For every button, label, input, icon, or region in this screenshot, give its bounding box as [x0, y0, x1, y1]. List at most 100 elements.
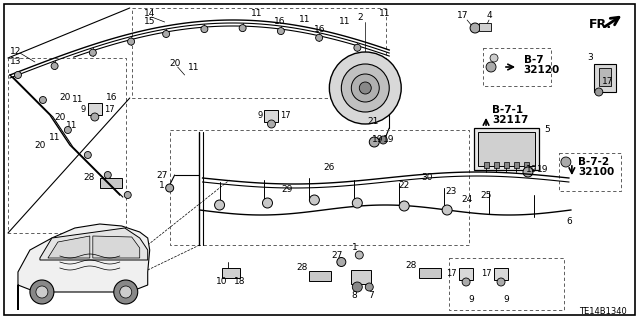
Text: 28: 28 [83, 174, 95, 182]
Text: 6: 6 [566, 218, 572, 226]
Text: 17: 17 [104, 105, 115, 114]
Text: 17: 17 [280, 112, 291, 121]
Text: 20: 20 [34, 140, 45, 150]
Circle shape [369, 137, 380, 147]
Circle shape [65, 127, 72, 133]
Circle shape [120, 286, 132, 298]
Text: 20: 20 [54, 113, 65, 122]
Circle shape [355, 251, 364, 259]
Text: 8: 8 [351, 291, 357, 300]
Text: B-7: B-7 [524, 55, 543, 65]
Circle shape [127, 38, 134, 45]
Circle shape [166, 184, 173, 192]
Bar [594, 64, 616, 92]
Bar [88, 103, 102, 115]
Text: 4: 4 [486, 11, 492, 20]
Circle shape [201, 26, 208, 33]
Text: 17: 17 [458, 11, 469, 20]
Text: 12: 12 [10, 48, 21, 56]
Text: 5: 5 [544, 125, 550, 135]
Bar [524, 162, 529, 168]
Text: 9: 9 [81, 105, 86, 114]
Text: 13: 13 [10, 56, 22, 65]
Bar [8, 58, 125, 233]
Bar [474, 128, 539, 170]
Text: 23: 23 [445, 188, 457, 197]
Bar [504, 162, 509, 168]
Bar [484, 162, 489, 168]
Text: 11: 11 [66, 121, 77, 130]
Text: B-7-1: B-7-1 [492, 105, 523, 115]
Bar [514, 162, 519, 168]
Circle shape [354, 44, 361, 51]
Text: 27: 27 [332, 250, 343, 259]
Circle shape [262, 198, 273, 208]
Text: 11: 11 [251, 10, 262, 19]
Text: 29: 29 [282, 186, 293, 195]
Text: 25: 25 [481, 191, 492, 201]
Text: 10: 10 [216, 277, 227, 286]
Text: TE14B1340: TE14B1340 [579, 307, 627, 315]
Text: 19: 19 [371, 136, 383, 145]
Text: 11: 11 [339, 18, 350, 26]
Text: 27: 27 [156, 170, 168, 180]
Text: B-7-2: B-7-2 [578, 157, 609, 167]
Bar [494, 268, 508, 280]
Circle shape [497, 278, 505, 286]
Circle shape [114, 280, 138, 304]
Text: 15: 15 [144, 17, 156, 26]
Text: 32100: 32100 [578, 167, 614, 177]
Text: 11: 11 [299, 16, 310, 25]
Text: 7: 7 [369, 291, 374, 300]
Circle shape [595, 88, 603, 96]
Circle shape [352, 198, 362, 208]
Bar [483, 48, 551, 86]
Circle shape [352, 282, 362, 292]
Text: 28: 28 [406, 261, 417, 270]
Text: 11: 11 [49, 132, 61, 142]
Text: 19: 19 [526, 166, 538, 174]
Bar [449, 258, 564, 310]
Polygon shape [40, 228, 148, 260]
Circle shape [359, 82, 371, 94]
Circle shape [561, 157, 571, 167]
Circle shape [214, 200, 225, 210]
Circle shape [239, 25, 246, 32]
Text: 19: 19 [537, 166, 548, 174]
Circle shape [36, 286, 48, 298]
Text: 20: 20 [169, 60, 180, 69]
Bar [309, 271, 332, 281]
Text: 11: 11 [378, 9, 390, 18]
Text: 26: 26 [324, 164, 335, 173]
Circle shape [490, 54, 498, 62]
Circle shape [341, 64, 389, 112]
Bar [494, 162, 499, 168]
Circle shape [124, 191, 131, 198]
Text: 18: 18 [234, 277, 245, 286]
Bar [351, 270, 371, 284]
Text: 32120: 32120 [523, 65, 559, 75]
Circle shape [380, 136, 387, 144]
Circle shape [268, 120, 275, 128]
Circle shape [91, 113, 99, 121]
Circle shape [470, 23, 480, 33]
Circle shape [523, 167, 533, 177]
Bar [459, 268, 473, 280]
Circle shape [277, 27, 284, 34]
Bar [264, 110, 278, 122]
Text: 17: 17 [447, 270, 457, 278]
Text: 3: 3 [587, 54, 593, 63]
Text: 32117: 32117 [492, 115, 529, 125]
Circle shape [351, 74, 380, 102]
Circle shape [337, 257, 346, 266]
Polygon shape [48, 236, 90, 258]
Polygon shape [18, 224, 150, 310]
Text: 1: 1 [353, 243, 358, 253]
Text: 24: 24 [461, 196, 473, 204]
Bar [599, 68, 611, 86]
Text: 9: 9 [468, 294, 474, 303]
Circle shape [399, 201, 409, 211]
Circle shape [104, 172, 111, 179]
Text: 16: 16 [106, 93, 118, 102]
Bar [559, 153, 621, 191]
